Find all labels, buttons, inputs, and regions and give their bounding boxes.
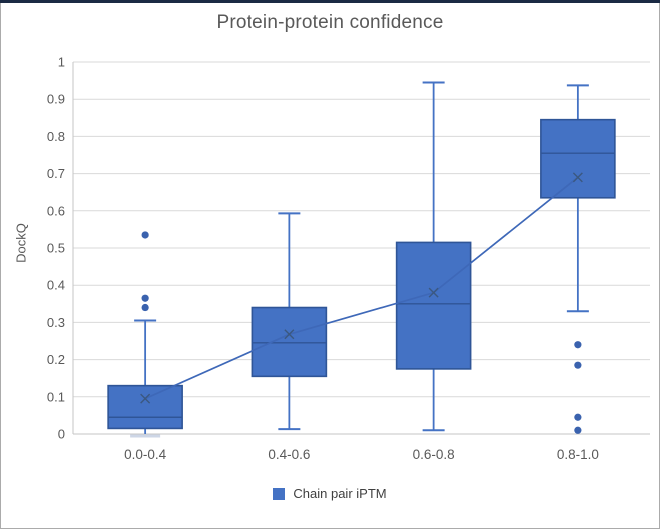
x-tick-label: 0.4-0.6 (268, 447, 310, 462)
outlier-point (574, 426, 582, 434)
box (395, 241, 472, 370)
x-tick-label: 0.0-0.4 (124, 447, 167, 462)
y-tick-label: 0.8 (47, 129, 65, 144)
y-tick-label: 1 (58, 55, 65, 70)
mean-marker (284, 329, 295, 340)
y-tick-label: 0.6 (47, 203, 65, 218)
mean-marker (572, 172, 583, 183)
y-tick-label: 0.7 (47, 166, 65, 181)
outlier-point (141, 303, 149, 312)
legend: Chain pair iPTM (0, 486, 660, 501)
legend-label: Chain pair iPTM (293, 486, 387, 501)
outlier-point (574, 361, 582, 369)
box (540, 118, 616, 199)
y-tick-label: 0 (58, 427, 65, 442)
outlier-point (574, 413, 582, 421)
box (251, 306, 328, 378)
y-tick-label: 0.2 (47, 352, 65, 367)
y-tick-label: 0.3 (47, 315, 65, 330)
mean-marker (428, 287, 439, 298)
legend-swatch (273, 487, 286, 500)
mean-trend-line (144, 176, 579, 400)
y-tick-label: 0.1 (47, 389, 65, 404)
window-top-strip (0, 0, 660, 3)
mean-marker (140, 393, 151, 404)
outlier-point (141, 294, 149, 302)
outlier-point (574, 341, 582, 349)
x-tick-label: 0.8-1.0 (557, 447, 599, 462)
y-tick-label: 0.4 (47, 278, 65, 293)
y-tick-label: 0.9 (47, 92, 65, 107)
outlier-point (141, 231, 149, 239)
x-tick-label: 0.6-0.8 (413, 447, 455, 462)
y-tick-label: 0.5 (47, 241, 65, 256)
box (107, 384, 183, 430)
chart-title: Protein-protein confidence (216, 12, 444, 33)
